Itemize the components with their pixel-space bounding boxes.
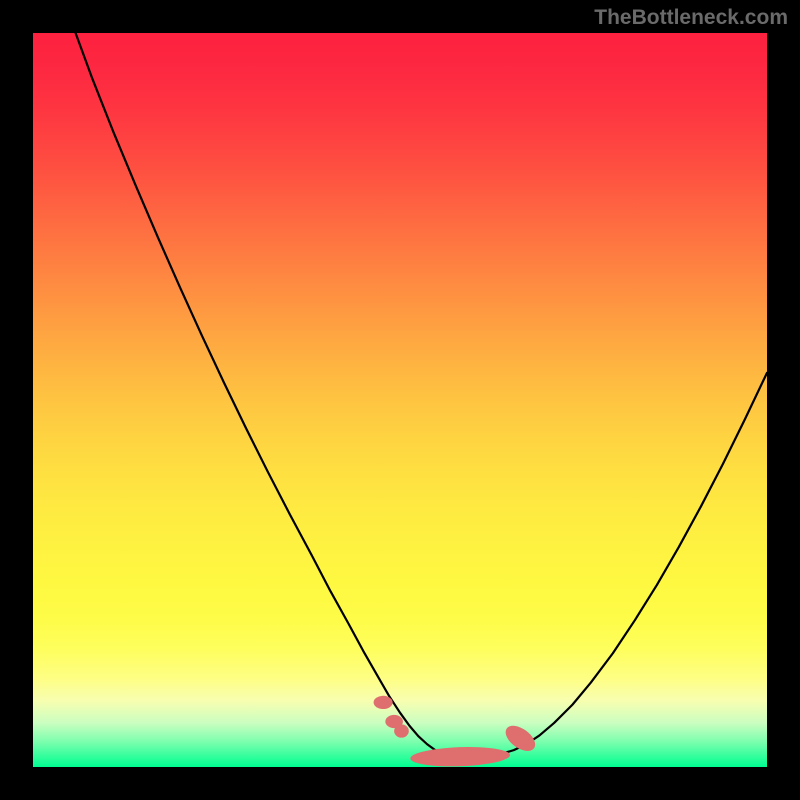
- overlay-pill: [374, 696, 393, 709]
- overlay-pill: [394, 724, 409, 737]
- gradient-plot-area: [33, 33, 767, 767]
- bottleneck-chart: TheBottleneck.com: [0, 0, 800, 800]
- watermark-text: TheBottleneck.com: [594, 6, 788, 30]
- chart-svg: [0, 0, 800, 800]
